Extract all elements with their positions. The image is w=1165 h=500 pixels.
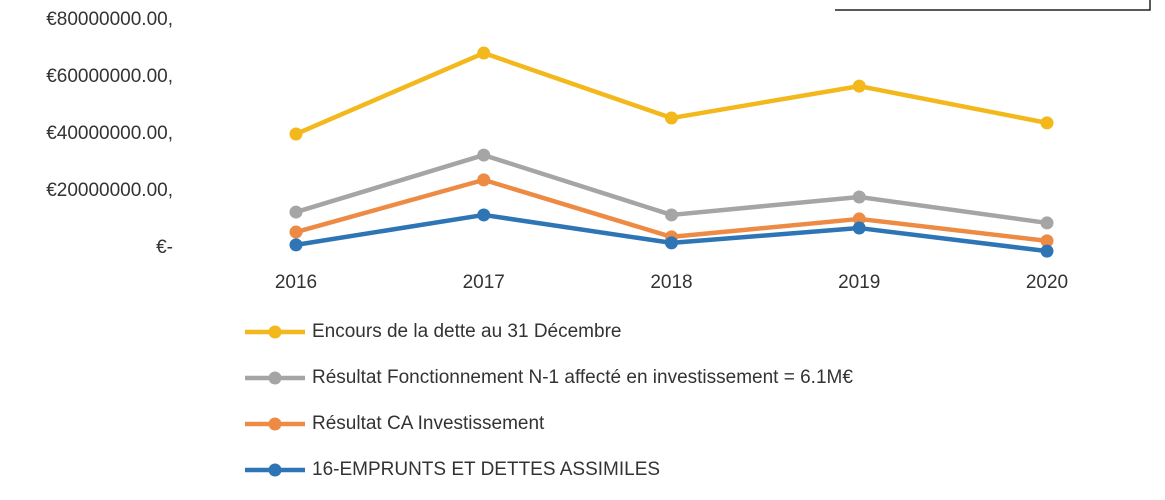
y-tick-label: €- (156, 237, 173, 258)
legend-label: 16-EMPRUNTS ET DETTES ASSIMILES (312, 459, 660, 480)
frame-edge (835, 0, 1151, 11)
data-point (289, 127, 303, 141)
data-point (665, 236, 678, 250)
x-tick-label: 2018 (650, 272, 692, 293)
y-tick-label: €80000000.00, (46, 9, 173, 30)
data-point (477, 208, 491, 222)
y-tick-label: €40000000.00, (46, 123, 173, 144)
legend-marker (268, 417, 282, 431)
data-point (852, 212, 866, 226)
data-point (852, 221, 866, 235)
data-point (852, 79, 866, 93)
legend-label: Résultat Fonctionnement N-1 affecté en i… (312, 367, 853, 388)
x-tick-label: 2017 (463, 272, 505, 293)
data-point (289, 205, 303, 219)
data-point (1040, 216, 1054, 230)
legend-label: Encours de la dette au 31 Décembre (312, 321, 621, 342)
data-point (852, 190, 866, 204)
x-tick-label: 2019 (838, 272, 880, 293)
legend-marker (268, 325, 282, 339)
legend-marker (268, 371, 282, 385)
data-point (1040, 234, 1054, 248)
data-point (289, 225, 303, 239)
x-tick-label: 2016 (275, 272, 317, 293)
legend-marker (268, 463, 282, 477)
y-tick-label: €60000000.00, (46, 66, 173, 87)
data-point (477, 173, 491, 187)
y-tick-label: €20000000.00, (46, 180, 173, 201)
data-point (477, 46, 491, 60)
data-point (665, 111, 678, 125)
data-point (1040, 116, 1054, 130)
legend-label: Résultat CA Investissement (312, 413, 545, 434)
data-point (477, 148, 491, 162)
data-point (289, 238, 303, 252)
data-point (665, 208, 678, 222)
data-point (1040, 244, 1054, 258)
x-tick-label: 2020 (1026, 272, 1068, 293)
